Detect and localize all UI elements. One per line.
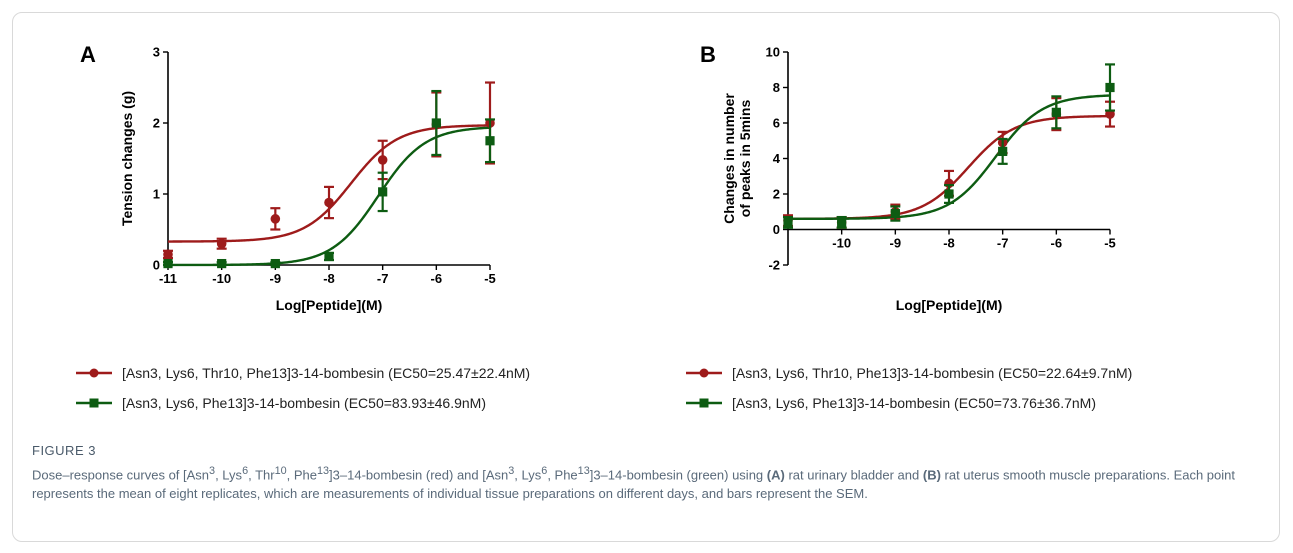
caption-superscript: 10 xyxy=(274,465,287,477)
legend-label: [Asn3, Lys6, Thr10, Phe13]3-14-bombesin … xyxy=(122,365,531,381)
data-point xyxy=(485,136,495,146)
caption-panel-ref: (A) xyxy=(766,467,785,483)
y-tick-label: 2 xyxy=(153,116,160,131)
data-point xyxy=(944,189,954,199)
caption-fragment: ]3–14-bombesin (green) using xyxy=(589,467,767,483)
caption-superscript: 13 xyxy=(577,465,590,477)
caption-superscript: 6 xyxy=(541,465,548,477)
x-tick-label: -7 xyxy=(997,236,1009,251)
x-tick-label: -7 xyxy=(377,271,389,286)
y-tick-label: 6 xyxy=(773,116,780,131)
y-tick-label: 8 xyxy=(773,80,780,95)
x-tick-label: -9 xyxy=(890,236,902,251)
x-tick-label: -10 xyxy=(832,236,851,251)
data-point xyxy=(890,208,900,219)
x-axis-title: Log[Peptide](M) xyxy=(276,297,383,313)
x-tick-label: -11 xyxy=(159,271,177,286)
caption-superscript: 3 xyxy=(209,465,216,477)
legend-a: [Asn3, Lys6, Thr10, Phe13]3-14-bombesin … xyxy=(74,358,530,418)
data-point xyxy=(1105,82,1115,93)
caption-fragment: , Phe xyxy=(286,467,317,483)
data-point xyxy=(163,249,173,260)
y-tick-label: 0 xyxy=(773,222,780,237)
y-axis-title: Changes in number xyxy=(721,93,737,224)
x-tick-label: -8 xyxy=(943,236,955,251)
caption-fragment: , Phe xyxy=(547,467,578,483)
legend-item: [Asn3, Lys6, Thr10, Phe13]3-14-bombesin … xyxy=(74,358,530,388)
legend-label: [Asn3, Lys6, Thr10, Phe13]3-14-bombesin … xyxy=(732,365,1133,381)
x-tick-label: -10 xyxy=(212,271,231,286)
y-tick-label: 10 xyxy=(766,45,780,60)
data-point xyxy=(216,238,227,249)
caption-fragment: , Thr xyxy=(248,467,275,483)
caption-text: Dose–response curves of [Asn3, Lys6, Thr… xyxy=(32,462,1262,503)
x-tick-label: -5 xyxy=(1104,236,1116,251)
data-point xyxy=(324,197,334,208)
legend-marker-square-icon xyxy=(686,398,722,408)
data-point xyxy=(837,217,847,227)
y-tick-label: -2 xyxy=(768,258,780,273)
caption-superscript: 6 xyxy=(242,465,249,477)
x-tick-label: -5 xyxy=(484,271,496,286)
caption-fragment: Dose–response curves of [Asn xyxy=(32,467,210,483)
caption-superscript: 3 xyxy=(508,465,515,477)
caption-fragment: , Lys xyxy=(514,467,542,483)
legend-marker-circle-icon xyxy=(686,368,722,378)
data-point xyxy=(377,155,388,165)
figure-caption: FIGURE 3 Dose–response curves of [Asn3, … xyxy=(32,443,1262,503)
y-tick-label: 4 xyxy=(773,151,781,166)
data-point xyxy=(1051,107,1061,117)
legend-label: [Asn3, Lys6, Phe13]3-14-bombesin (EC50=7… xyxy=(732,395,1096,411)
data-point xyxy=(270,214,281,224)
fit-curve xyxy=(168,124,491,243)
x-axis-title: Log[Peptide](M) xyxy=(896,297,1003,313)
y-axis-title: Tension changes (g) xyxy=(119,91,135,226)
data-point xyxy=(324,251,334,262)
legend-marker-circle-icon xyxy=(76,368,112,378)
panel-letter: A xyxy=(80,42,96,67)
legend-label: [Asn3, Lys6, Phe13]3-14-bombesin (EC50=8… xyxy=(122,395,486,411)
x-tick-label: -8 xyxy=(323,271,335,286)
legend-b: [Asn3, Lys6, Thr10, Phe13]3-14-bombesin … xyxy=(684,358,1132,418)
legend-marker-square-icon xyxy=(76,398,112,408)
y-tick-label: 1 xyxy=(153,187,160,202)
data-point xyxy=(378,187,388,197)
data-point xyxy=(270,258,280,269)
figure-label: FIGURE 3 xyxy=(32,443,96,458)
y-tick-label: 3 xyxy=(153,45,160,60)
caption-fragment: rat uterus smooth muscle preparations. E… xyxy=(32,467,1235,502)
data-point xyxy=(998,146,1008,156)
caption-fragment: , Lys xyxy=(215,467,243,483)
data-point xyxy=(431,118,441,128)
y-tick-label: 0 xyxy=(153,258,160,273)
legend-item: [Asn3, Lys6, Phe13]3-14-bombesin (EC50=7… xyxy=(684,388,1132,418)
chart-a: A 0 1 2 3 -11 -10 -9 -8 -7 -6 -5 Log[Peptide](M) Tens… xyxy=(80,42,496,313)
x-tick-label: -9 xyxy=(270,271,282,286)
data-point xyxy=(163,258,173,269)
y-tick-label: 2 xyxy=(773,187,780,202)
x-tick-label: -6 xyxy=(1051,236,1063,251)
y-axis-title: of peaks in 5mins xyxy=(737,100,753,218)
chart-b: B -2 0 2 4 6 8 10 -10 -9 -8 -7 -6 -5 Log[Peptide](M) Ch… xyxy=(700,42,1116,313)
data-point xyxy=(783,217,793,227)
data-point xyxy=(1105,109,1115,119)
x-tick-label: -6 xyxy=(431,271,443,286)
caption-panel-ref: (B) xyxy=(922,467,941,483)
caption-fragment: rat urinary bladder and xyxy=(784,467,923,483)
data-point xyxy=(217,258,227,269)
caption-fragment: ]3–14-bombesin (red) and [Asn xyxy=(329,467,509,483)
legend-item: [Asn3, Lys6, Thr10, Phe13]3-14-bombesin … xyxy=(684,358,1132,388)
legend-item: [Asn3, Lys6, Phe13]3-14-bombesin (EC50=8… xyxy=(74,388,530,418)
panel-letter: B xyxy=(700,42,716,67)
caption-superscript: 13 xyxy=(317,465,330,477)
